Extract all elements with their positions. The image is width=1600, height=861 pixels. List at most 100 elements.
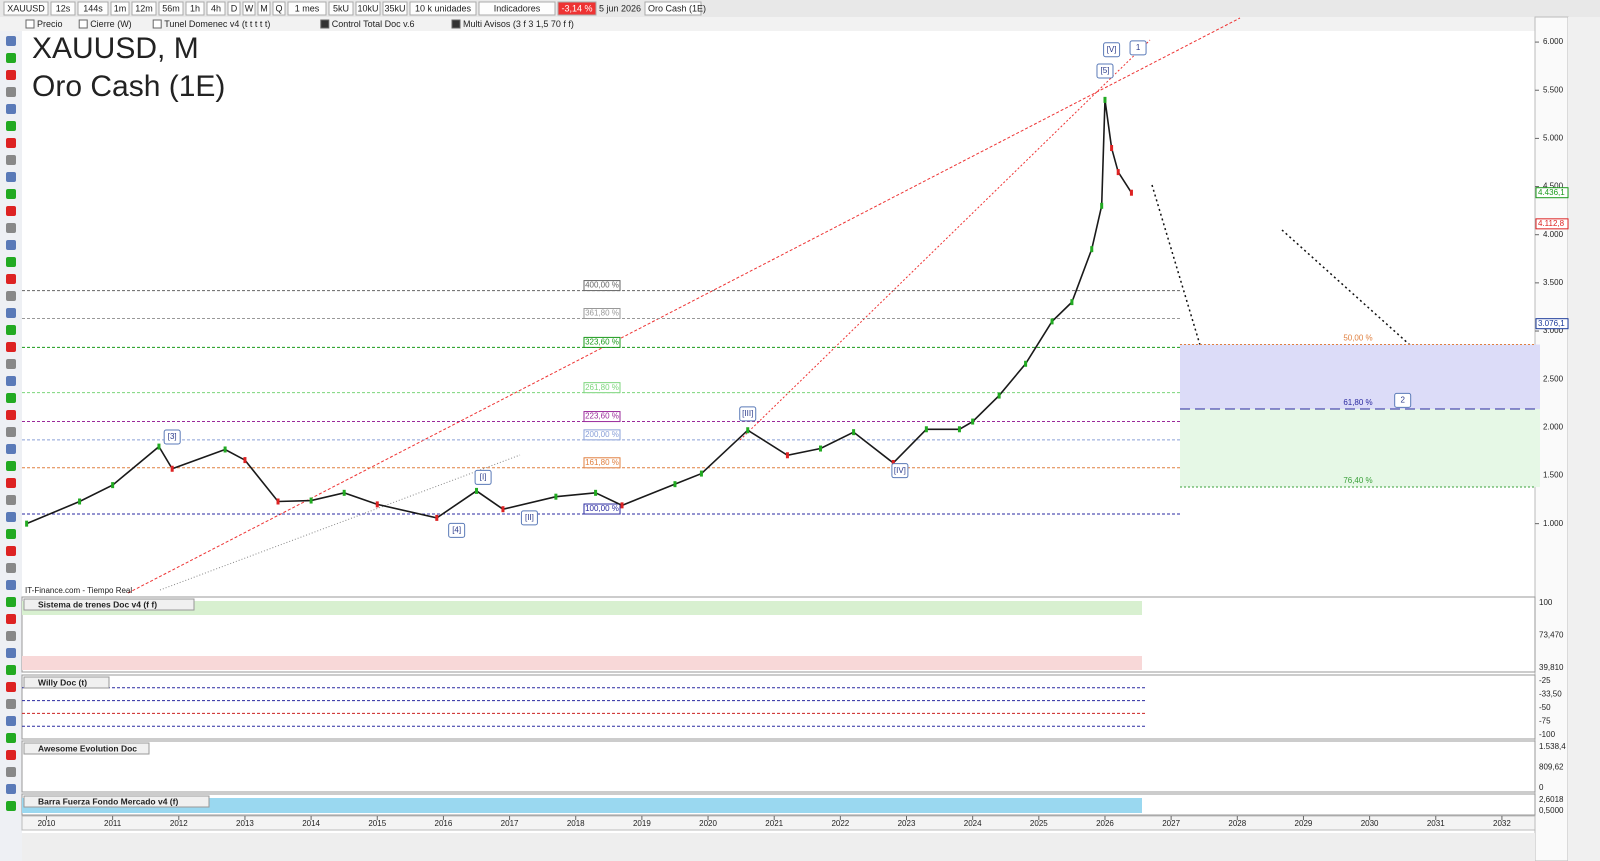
tool-icon[interactable] <box>6 223 16 233</box>
price-candle <box>309 497 313 504</box>
price-candle <box>971 418 975 425</box>
tool-icon[interactable] <box>6 410 16 420</box>
toolbar-button[interactable] <box>227 1 241 16</box>
indicator-panel <box>21 674 1536 740</box>
tool-icon[interactable] <box>6 206 16 216</box>
toolbar-button[interactable] <box>478 1 556 16</box>
toolbar-button[interactable] <box>185 1 205 16</box>
wave-box <box>1096 63 1114 79</box>
tool-icon[interactable] <box>6 699 16 709</box>
fib-label: 361,80 % <box>585 309 619 318</box>
tool-icon[interactable] <box>6 427 16 437</box>
wave-box <box>163 429 181 445</box>
fib-label: 261,80 % <box>585 383 619 392</box>
toolbar-button[interactable] <box>382 1 408 16</box>
tool-icon[interactable] <box>6 801 16 811</box>
tool-icon[interactable] <box>6 580 16 590</box>
tool-icon[interactable] <box>6 563 16 573</box>
price-tag-label: 4.112,8 <box>1538 219 1565 228</box>
tool-icon[interactable] <box>6 138 16 148</box>
tool-icon[interactable] <box>6 716 16 726</box>
indicator-panel <box>21 740 1536 793</box>
tool-icon[interactable] <box>6 631 16 641</box>
tool-icon[interactable] <box>6 36 16 46</box>
toolbar-button[interactable] <box>3 1 49 16</box>
tool-icon[interactable] <box>6 274 16 284</box>
toolbar-button[interactable] <box>272 1 286 16</box>
toolbar-button[interactable] <box>77 1 109 16</box>
target-label: 50,00 % <box>1343 334 1372 343</box>
toolbar-label: D <box>231 3 238 13</box>
legend-entry: Control Total Doc v.6 <box>332 19 415 29</box>
wave-box <box>891 463 909 479</box>
tool-icon[interactable] <box>6 767 16 777</box>
tool-icon[interactable] <box>6 291 16 301</box>
toolbar-button[interactable] <box>328 1 354 16</box>
time-tick-label: 2027 <box>1162 819 1180 828</box>
tool-icon[interactable] <box>6 784 16 794</box>
tool-icon[interactable] <box>6 104 16 114</box>
toolbar-label: 12s <box>56 3 71 13</box>
toolbar-button[interactable] <box>242 1 256 16</box>
toolbar-button[interactable] <box>257 1 271 16</box>
fib-label-box <box>583 336 621 348</box>
tool-icon[interactable] <box>6 546 16 556</box>
fib-label-box <box>583 280 621 292</box>
tool-icon[interactable] <box>6 733 16 743</box>
tool-icon[interactable] <box>6 444 16 454</box>
toolbar-label: Q <box>275 3 282 13</box>
toolbar-button[interactable] <box>355 1 381 16</box>
time-tick-label: 2024 <box>964 819 982 828</box>
wave-box <box>520 510 538 526</box>
price-candle <box>924 426 928 433</box>
tool-icon[interactable] <box>6 53 16 63</box>
tool-icon[interactable] <box>6 665 16 675</box>
tool-icon[interactable] <box>6 325 16 335</box>
toolbar-button[interactable] <box>206 1 226 16</box>
price-tick-label: 3.000 <box>1543 326 1564 335</box>
panel-axis-label: -100 <box>1539 730 1556 739</box>
price-candle <box>1103 96 1107 103</box>
tool-icon[interactable] <box>6 461 16 471</box>
wave-box <box>1394 392 1412 408</box>
tool-icon[interactable] <box>6 189 16 199</box>
tool-icon[interactable] <box>6 648 16 658</box>
tool-icon[interactable] <box>6 240 16 250</box>
tool-icon[interactable] <box>6 512 16 522</box>
tool-icon[interactable] <box>6 342 16 352</box>
tool-icon[interactable] <box>6 308 16 318</box>
toolbar-button[interactable] <box>557 1 597 16</box>
price-candle <box>157 443 161 450</box>
tool-icon[interactable] <box>6 359 16 369</box>
panel-axis-label: 100 <box>1539 598 1553 607</box>
toolbar-button[interactable] <box>287 1 327 16</box>
toolbar-button[interactable] <box>50 1 76 16</box>
price-tick-label: 5.000 <box>1543 134 1564 143</box>
toolbar-label: 56m <box>162 3 180 13</box>
tool-icon[interactable] <box>6 70 16 80</box>
tool-icon[interactable] <box>6 597 16 607</box>
wave-label: [II] <box>525 513 534 522</box>
tool-icon[interactable] <box>6 478 16 488</box>
time-tick-label: 2021 <box>765 819 783 828</box>
toolbar-button[interactable] <box>409 1 477 16</box>
tool-icon[interactable] <box>6 529 16 539</box>
tool-icon[interactable] <box>6 172 16 182</box>
toolbar-button[interactable] <box>110 1 130 16</box>
tool-icon[interactable] <box>6 750 16 760</box>
panel-axis-label: 0 <box>1539 783 1544 792</box>
toolbar-button[interactable] <box>131 1 157 16</box>
tool-icon[interactable] <box>6 614 16 624</box>
target-label: 61,80 % <box>1343 398 1372 407</box>
toolbar-button[interactable] <box>158 1 184 16</box>
tool-icon[interactable] <box>6 155 16 165</box>
tool-icon[interactable] <box>6 495 16 505</box>
tool-icon[interactable] <box>6 121 16 131</box>
tool-icon[interactable] <box>6 257 16 267</box>
tool-icon[interactable] <box>6 87 16 97</box>
wave-box <box>1129 40 1147 56</box>
tool-icon[interactable] <box>6 376 16 386</box>
tool-icon[interactable] <box>6 682 16 692</box>
price-tick-label: 1.000 <box>1543 519 1564 528</box>
tool-icon[interactable] <box>6 393 16 403</box>
